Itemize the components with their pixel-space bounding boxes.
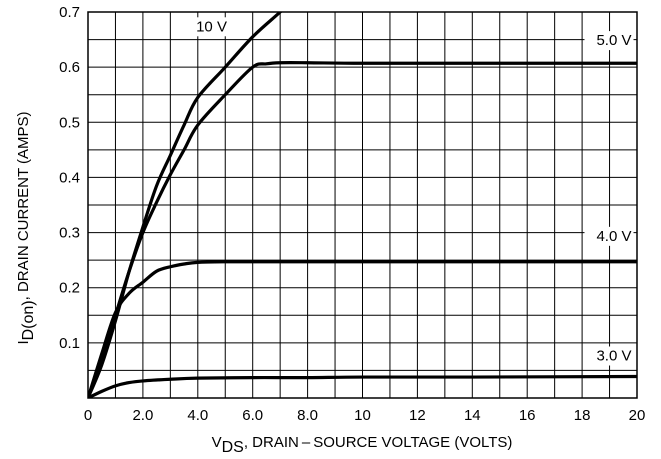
x-tick-label: 4.0	[187, 407, 208, 424]
y-tick-labels: 0.1 0.2 0.3 0.4 0.5 0.6 0.7	[59, 4, 80, 352]
curve-label: 5.0 V	[596, 32, 631, 49]
y-tick-label: 0.3	[59, 225, 80, 242]
y-axis-label-rest: , DRAIN CURRENT (AMPS)	[15, 111, 32, 300]
curve-label-background	[584, 31, 634, 51]
x-tick-label: 20	[629, 407, 646, 424]
curve-label-background	[584, 226, 634, 246]
x-tick-label: 18	[574, 407, 591, 424]
y-tick-label: 0.2	[59, 280, 80, 297]
curve-label: 3.0 V	[596, 348, 631, 365]
curves	[88, 12, 637, 398]
y-tick-label: 0.5	[59, 114, 80, 131]
y-tick-label: 0.6	[59, 59, 80, 76]
x-axis-label: VDS, DRAIN – SOURCE VOLTAGE (VOLTS)	[212, 434, 513, 456]
grid-lines	[88, 12, 637, 398]
curve-label: 10 V	[196, 18, 227, 35]
x-tick-labels: 0 2.0 4.0 6.0 8.0 10 12 14 16 18 20	[84, 407, 646, 424]
curve-label: 4.0 V	[596, 228, 631, 245]
curve-10-V	[88, 12, 283, 398]
x-tick-label: 14	[464, 407, 481, 424]
curve-label-background	[584, 346, 634, 366]
plot-frame	[87, 11, 638, 399]
x-tick-label: 16	[519, 407, 536, 424]
x-tick-label: 8.0	[297, 407, 318, 424]
y-tick-label: 0.1	[59, 335, 80, 352]
curve-4-0-V	[88, 260, 637, 398]
curve-3-0-V	[88, 374, 637, 398]
curve-label-background	[191, 17, 232, 37]
x-tick-label: 2.0	[132, 407, 153, 424]
y-axis-label: ID(on), DRAIN CURRENT (AMPS)	[15, 111, 37, 344]
curve-5-0-V	[88, 61, 637, 398]
y-axis-label-main: I	[15, 340, 32, 344]
x-axis-label-rest: , DRAIN – SOURCE VOLTAGE (VOLTS)	[244, 434, 513, 451]
x-tick-label: 6.0	[242, 407, 263, 424]
x-tick-label: 10	[354, 407, 371, 424]
curve-labels: 10 V 5.0 V 4.0 V 3.0 V	[191, 17, 634, 366]
x-tick-label: 12	[409, 407, 426, 424]
y-tick-label: 0.4	[59, 169, 80, 186]
x-axis-label-main: V	[212, 434, 222, 451]
y-axis-label-sub: D(on)	[20, 300, 37, 340]
y-tick-label: 0.7	[59, 4, 80, 21]
x-axis-label-sub: DS	[222, 439, 244, 456]
x-tick-label: 0	[84, 407, 92, 424]
